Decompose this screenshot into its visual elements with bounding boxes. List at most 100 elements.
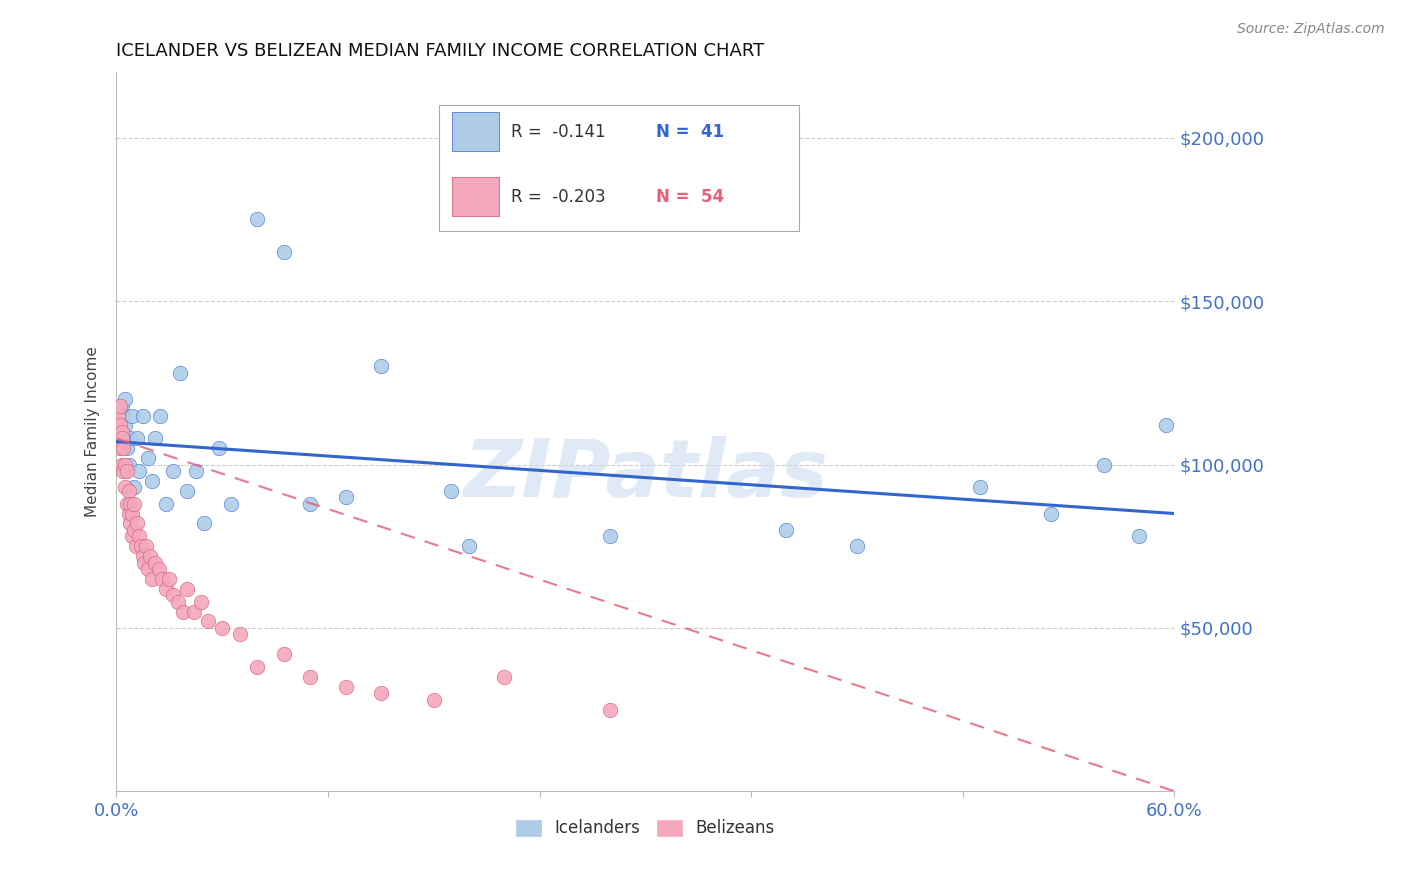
Point	[112, 441, 135, 455]
Point	[110, 458, 132, 472]
Text: N =  41: N = 41	[657, 123, 724, 141]
Point	[197, 615, 219, 629]
Point	[127, 516, 149, 531]
Bar	[451, 112, 499, 152]
Point	[184, 464, 207, 478]
Point	[211, 621, 233, 635]
Point	[1092, 458, 1115, 472]
Point	[273, 245, 295, 260]
Point	[120, 431, 142, 445]
Point	[969, 480, 991, 494]
Point	[190, 595, 212, 609]
Point	[370, 686, 392, 700]
Point	[108, 399, 131, 413]
Point	[112, 409, 135, 423]
Point	[370, 359, 392, 374]
Point	[135, 539, 157, 553]
Point	[150, 572, 173, 586]
Point	[162, 464, 184, 478]
Point	[229, 627, 252, 641]
Point	[115, 464, 138, 478]
Point	[157, 572, 180, 586]
Point	[335, 490, 357, 504]
Point	[115, 497, 138, 511]
Point	[114, 392, 136, 407]
Point	[129, 539, 152, 553]
Point	[1154, 418, 1177, 433]
Point	[110, 431, 132, 445]
Point	[114, 480, 136, 494]
Point	[207, 441, 229, 455]
Point	[108, 425, 131, 439]
Point	[110, 399, 132, 413]
Point	[176, 483, 198, 498]
Point	[120, 516, 142, 531]
Point	[121, 529, 143, 543]
Point	[155, 497, 177, 511]
Point	[120, 497, 142, 511]
Point	[273, 647, 295, 661]
Point	[219, 497, 242, 511]
Text: R =  -0.141: R = -0.141	[510, 123, 606, 141]
Point	[846, 539, 869, 553]
Point	[246, 660, 269, 674]
Point	[176, 582, 198, 596]
Bar	[451, 177, 499, 216]
Point	[115, 441, 138, 455]
Point	[422, 693, 444, 707]
Point	[132, 549, 155, 563]
Point	[155, 582, 177, 596]
Point	[1040, 507, 1063, 521]
Point	[110, 425, 132, 439]
Point	[122, 497, 145, 511]
Point	[122, 523, 145, 537]
Point	[136, 450, 159, 465]
Point	[108, 441, 131, 455]
Point	[167, 595, 190, 609]
Point	[440, 483, 463, 498]
Point	[112, 464, 135, 478]
Point	[107, 409, 129, 423]
FancyBboxPatch shape	[439, 104, 799, 230]
Point	[599, 702, 621, 716]
Point	[134, 556, 156, 570]
Point	[172, 605, 194, 619]
Point	[246, 212, 269, 227]
Point	[136, 562, 159, 576]
Point	[141, 572, 163, 586]
Point	[148, 562, 170, 576]
Point	[107, 431, 129, 445]
Point	[121, 409, 143, 423]
Point	[162, 588, 184, 602]
Text: ICELANDER VS BELIZEAN MEDIAN FAMILY INCOME CORRELATION CHART: ICELANDER VS BELIZEAN MEDIAN FAMILY INCO…	[117, 42, 765, 60]
Point	[117, 507, 139, 521]
Text: ZIPatlas: ZIPatlas	[463, 436, 828, 514]
Point	[117, 458, 139, 472]
Point	[494, 670, 516, 684]
Point	[183, 605, 205, 619]
Text: N =  54: N = 54	[657, 188, 724, 206]
Point	[599, 529, 621, 543]
Point	[169, 366, 191, 380]
Point	[108, 418, 131, 433]
Point	[139, 549, 162, 563]
Text: R =  -0.203: R = -0.203	[510, 188, 606, 206]
Point	[128, 464, 150, 478]
Point	[299, 670, 322, 684]
Point	[775, 523, 797, 537]
Point	[114, 458, 136, 472]
Point	[117, 483, 139, 498]
Point	[121, 507, 143, 521]
Point	[124, 539, 146, 553]
Point	[143, 556, 166, 570]
Point	[114, 418, 136, 433]
Point	[1128, 529, 1150, 543]
Point	[193, 516, 215, 531]
Text: Source: ZipAtlas.com: Source: ZipAtlas.com	[1237, 22, 1385, 37]
Y-axis label: Median Family Income: Median Family Income	[86, 346, 100, 517]
Point	[132, 409, 155, 423]
Point	[141, 474, 163, 488]
Point	[335, 680, 357, 694]
Point	[127, 431, 149, 445]
Point	[458, 539, 481, 553]
